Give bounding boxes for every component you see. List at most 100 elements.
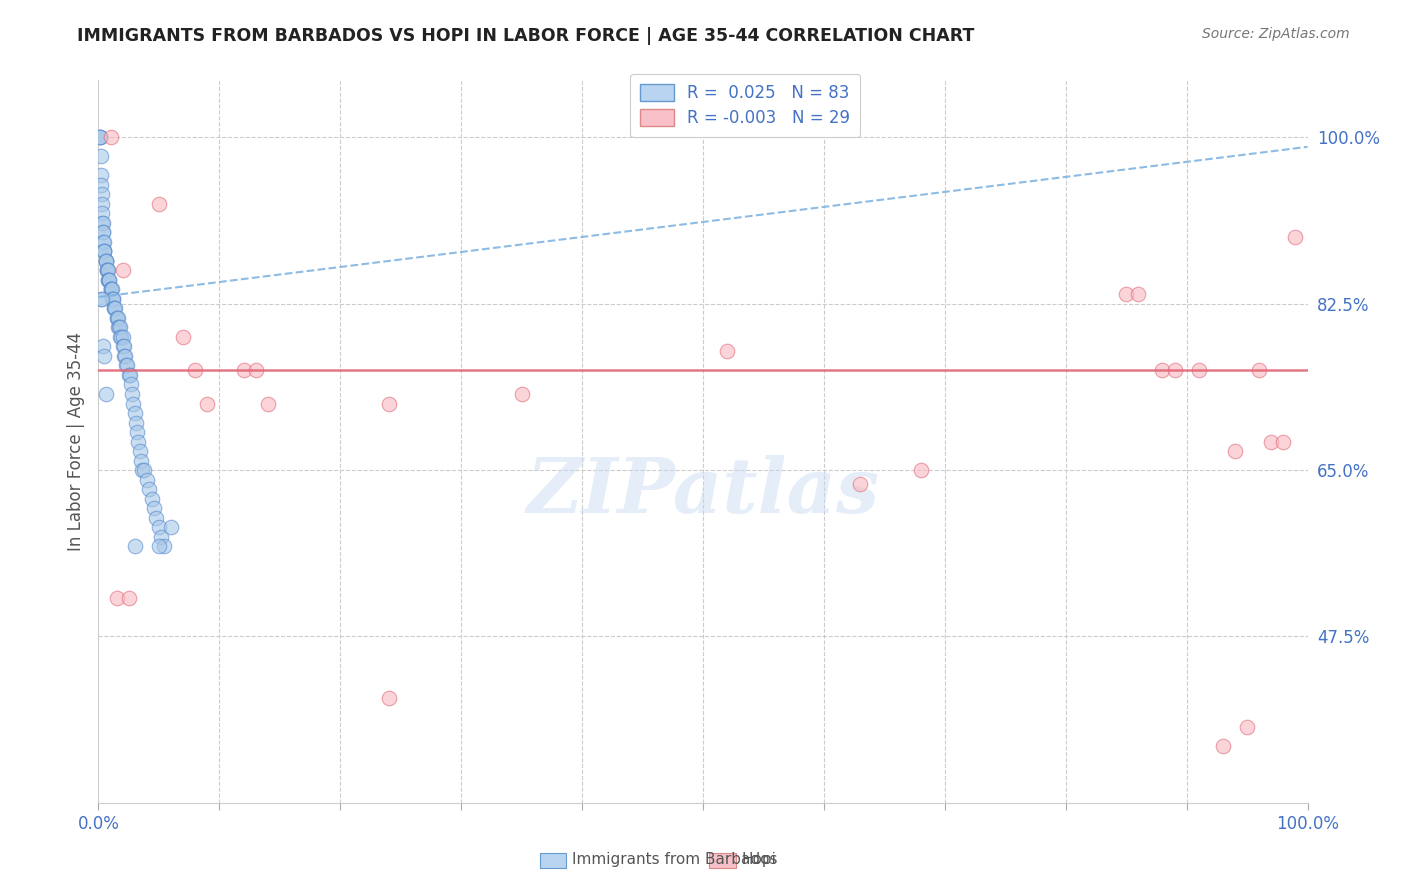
Point xyxy=(145,510,167,524)
Point xyxy=(93,244,115,259)
Point xyxy=(91,206,114,220)
Point xyxy=(148,539,170,553)
Point xyxy=(100,282,122,296)
Point xyxy=(90,292,112,306)
Point xyxy=(94,387,117,401)
Point xyxy=(1163,363,1185,377)
Point xyxy=(127,434,149,449)
Point xyxy=(91,226,114,240)
Point xyxy=(510,387,533,401)
Bar xyxy=(540,854,567,868)
Point xyxy=(91,235,114,249)
Point xyxy=(152,539,174,553)
Point xyxy=(96,263,118,277)
Point xyxy=(90,178,112,192)
Point xyxy=(118,591,141,606)
Y-axis label: In Labor Force | Age 35-44: In Labor Force | Age 35-44 xyxy=(66,332,84,551)
Point xyxy=(97,263,120,277)
Point xyxy=(111,330,134,344)
Point xyxy=(114,349,136,363)
Point xyxy=(128,444,150,458)
Point xyxy=(111,263,134,277)
Text: Immigrants from Barbados: Immigrants from Barbados xyxy=(572,852,778,867)
Point xyxy=(91,226,114,240)
Point xyxy=(1249,363,1271,377)
Point xyxy=(94,253,117,268)
Point xyxy=(127,425,149,439)
Point xyxy=(1260,434,1282,449)
Point xyxy=(104,301,127,316)
Point xyxy=(1152,363,1174,377)
Point xyxy=(1272,434,1295,449)
Point xyxy=(91,292,114,306)
Point xyxy=(184,363,207,377)
Point xyxy=(1115,287,1137,301)
Point xyxy=(89,130,111,145)
Point xyxy=(98,273,121,287)
Point xyxy=(125,416,148,430)
Point xyxy=(91,216,114,230)
Point xyxy=(1128,287,1150,301)
Point xyxy=(101,292,124,306)
Point xyxy=(256,396,278,410)
Point xyxy=(232,363,254,377)
Point xyxy=(148,520,170,534)
Point xyxy=(89,130,111,145)
Point xyxy=(101,292,124,306)
Point xyxy=(103,301,125,316)
Point xyxy=(105,310,128,325)
Point xyxy=(100,292,122,306)
Point xyxy=(96,263,118,277)
Point xyxy=(118,368,141,382)
Point xyxy=(108,320,131,334)
Point xyxy=(121,387,143,401)
Point xyxy=(172,330,194,344)
Point xyxy=(105,310,128,325)
Point xyxy=(91,216,114,230)
Point xyxy=(108,330,131,344)
Point xyxy=(94,253,117,268)
Point xyxy=(124,539,146,553)
Point xyxy=(111,339,134,353)
Point xyxy=(124,406,146,420)
Point xyxy=(91,339,114,353)
Point xyxy=(97,273,120,287)
Point xyxy=(1188,363,1211,377)
Point xyxy=(112,339,135,353)
Point xyxy=(131,463,153,477)
Point xyxy=(1212,739,1234,753)
Point xyxy=(1236,720,1258,734)
Point xyxy=(115,359,138,373)
Point xyxy=(910,463,932,477)
Point xyxy=(138,482,160,496)
Point xyxy=(90,169,112,183)
Point xyxy=(90,149,112,163)
Point xyxy=(105,591,128,606)
Bar xyxy=(709,854,735,868)
Point xyxy=(377,396,399,410)
Point xyxy=(97,273,120,287)
Point xyxy=(91,187,114,202)
Point xyxy=(94,253,117,268)
Point xyxy=(112,349,135,363)
Point xyxy=(122,396,145,410)
Point xyxy=(93,349,115,363)
Point xyxy=(100,282,122,296)
Point xyxy=(100,282,122,296)
Point xyxy=(849,477,872,491)
Point xyxy=(93,244,115,259)
Text: ZIPatlas: ZIPatlas xyxy=(526,455,880,529)
Point xyxy=(91,197,114,211)
Point xyxy=(103,301,125,316)
Point xyxy=(108,320,131,334)
Point xyxy=(1223,444,1246,458)
Text: IMMIGRANTS FROM BARBADOS VS HOPI IN LABOR FORCE | AGE 35-44 CORRELATION CHART: IMMIGRANTS FROM BARBADOS VS HOPI IN LABO… xyxy=(77,27,974,45)
Point xyxy=(117,359,139,373)
Point xyxy=(716,344,738,359)
Point xyxy=(129,453,152,467)
Point xyxy=(377,691,399,706)
Point xyxy=(245,363,267,377)
Point xyxy=(135,473,157,487)
Point xyxy=(96,263,118,277)
Point xyxy=(89,130,111,145)
